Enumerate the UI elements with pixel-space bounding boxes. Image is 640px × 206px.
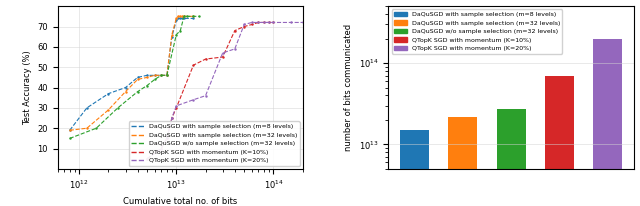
- Y-axis label: Test Accuracy (%): Test Accuracy (%): [22, 50, 32, 125]
- Bar: [448, 117, 477, 206]
- Bar: [593, 39, 623, 206]
- Bar: [545, 76, 574, 206]
- Legend: DaQuSGD with sample selection (m=8 levels), DaQuSGD with sample selection (m=32 : DaQuSGD with sample selection (m=8 level…: [392, 9, 563, 54]
- X-axis label: Cumulative total no. of bits: Cumulative total no. of bits: [123, 197, 237, 206]
- Bar: [497, 109, 525, 206]
- Bar: [399, 130, 429, 206]
- Legend: DaQuSGD with sample selection (m=8 levels), DaQuSGD with sample selection (m=32 : DaQuSGD with sample selection (m=8 level…: [129, 121, 300, 166]
- Y-axis label: number of bits communicated: number of bits communicated: [344, 24, 353, 151]
